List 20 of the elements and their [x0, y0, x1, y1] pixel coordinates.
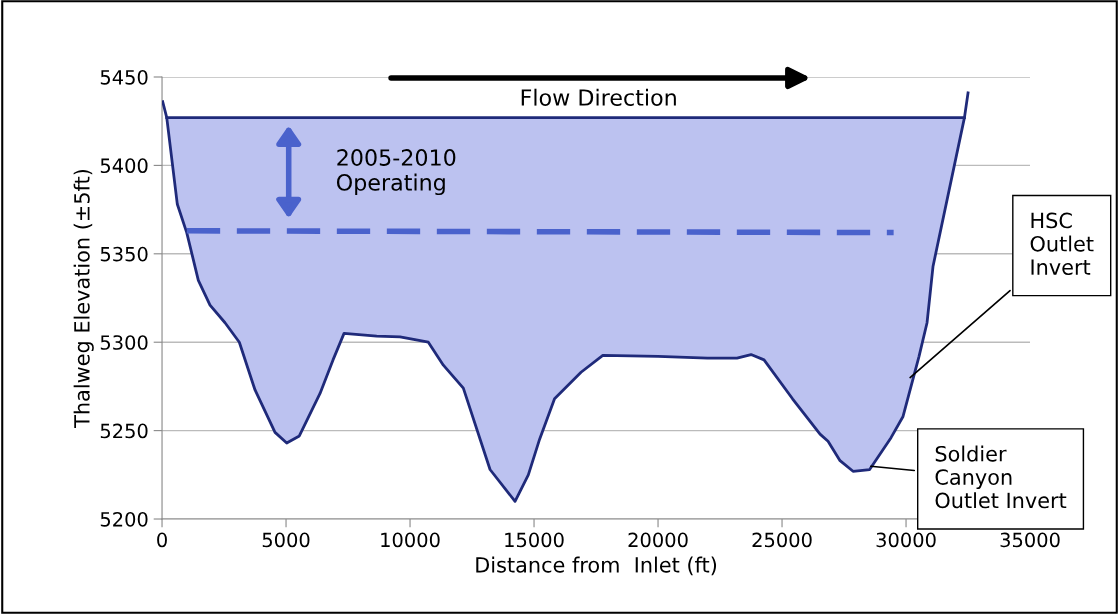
- annotation: Soldier Canyon Outlet Invert: [935, 445, 1067, 509]
- y-tick-label: 5400: [100, 158, 148, 174]
- y-tick-label: 5350: [100, 246, 148, 262]
- annotation: 2005-2010 Operating: [336, 149, 456, 196]
- x-tick-label: 0: [157, 532, 167, 548]
- y-tick-label: 5250: [100, 423, 148, 439]
- x-tick-label: 15000: [505, 532, 564, 548]
- y-tick-label: 5200: [100, 511, 148, 527]
- x-axis-title: Distance from Inlet (ft): [476, 556, 717, 576]
- y-axis-title: Thalweg Elevation (±5ft): [73, 169, 94, 428]
- x-tick-label: 10000: [381, 532, 440, 548]
- y-tick-label: 5300: [100, 335, 148, 350]
- x-tick-label: 5000: [262, 532, 310, 548]
- x-tick-label: 25000: [752, 532, 812, 548]
- x-tick-label: 20000: [628, 532, 688, 548]
- y-tick-label: 5450: [100, 69, 148, 85]
- annotation: HSC Outlet Invert: [1030, 212, 1094, 275]
- x-tick-label: 30000: [876, 532, 936, 548]
- x-tick-label: 35000: [1000, 532, 1060, 548]
- annotation: Flow Direction: [521, 88, 676, 106]
